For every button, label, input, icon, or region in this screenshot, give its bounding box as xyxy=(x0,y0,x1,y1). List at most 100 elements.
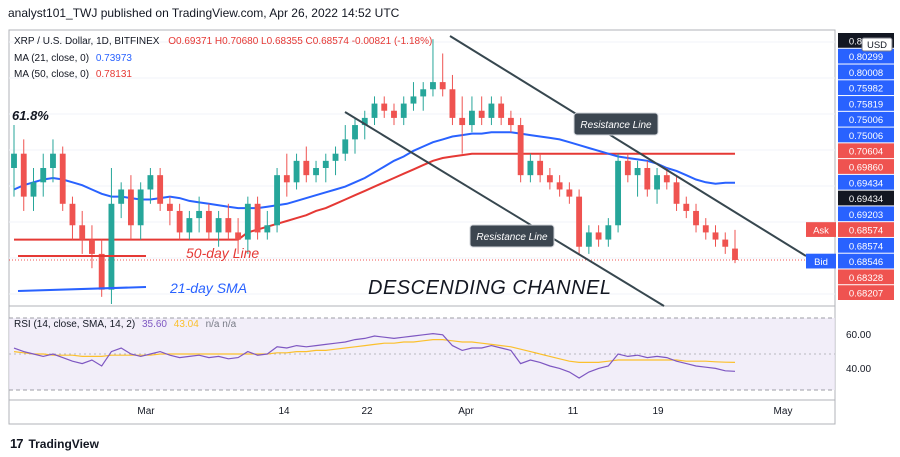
ma21-legend: MA (21, close, 0) 0.73973 xyxy=(14,53,132,64)
candle xyxy=(30,168,37,211)
candle-body xyxy=(225,218,232,233)
candle xyxy=(166,196,173,226)
rsi-legend-label: RSI (14, close, SMA, 14, 2) xyxy=(14,319,135,330)
ma50-line-path xyxy=(14,152,735,241)
candle-body xyxy=(137,189,144,226)
currency-label: USD xyxy=(867,40,887,51)
candle xyxy=(371,96,378,126)
candle-body xyxy=(264,225,271,233)
candle xyxy=(654,168,660,204)
ma50-legend-value: 0.78131 xyxy=(96,69,133,80)
rsi-tick-label: 40.00 xyxy=(846,364,871,375)
candle xyxy=(11,125,17,197)
rsi-sma-legend-value: 43.04 xyxy=(174,319,199,330)
time-tick-label: 14 xyxy=(278,406,290,417)
candle-body xyxy=(430,82,436,90)
candlestick-series xyxy=(11,39,738,304)
trading-chart[interactable]: 61.8% Resistance Line Resistance Line 50… xyxy=(0,22,900,434)
price-tag xyxy=(838,237,894,253)
candle xyxy=(176,203,183,240)
candle-body xyxy=(615,160,622,226)
price-tag xyxy=(838,143,894,159)
candle xyxy=(157,168,164,211)
price-tick-label: 0.69434 xyxy=(849,194,883,205)
candle-body xyxy=(595,232,602,240)
candle-body xyxy=(322,160,329,168)
tradingview-logo[interactable]: 17 TradingView xyxy=(10,436,99,451)
candle-body xyxy=(732,248,738,260)
candle xyxy=(576,189,583,254)
candle xyxy=(127,175,134,240)
candle xyxy=(488,96,495,126)
candle xyxy=(313,160,319,183)
candle xyxy=(644,160,651,197)
candle xyxy=(283,153,290,197)
candle xyxy=(615,153,622,233)
candle-body xyxy=(469,110,475,126)
time-tick-label: 22 xyxy=(361,406,373,417)
candle-body xyxy=(205,210,212,233)
candle xyxy=(693,203,699,233)
candle-body xyxy=(624,160,631,176)
candle xyxy=(605,218,612,247)
candle-body xyxy=(118,189,125,204)
candle-body xyxy=(478,110,485,118)
candle xyxy=(712,225,719,247)
candle-body xyxy=(274,175,280,226)
ma21-line xyxy=(13,131,735,210)
ask-tag xyxy=(806,222,836,237)
candle xyxy=(98,239,105,297)
candle xyxy=(478,96,485,126)
ma50-legend-label: MA (50, close, 0) xyxy=(14,69,89,80)
publish-header: analyst101_TWJ published on TradingView.… xyxy=(8,6,400,20)
candle-body xyxy=(400,103,407,118)
time-tick-label: 11 xyxy=(568,406,579,417)
currency-badge xyxy=(861,37,893,52)
candle-body xyxy=(605,225,612,240)
candle-body xyxy=(313,168,319,176)
candle-body xyxy=(20,153,27,197)
candle-body xyxy=(517,125,524,176)
candle-body xyxy=(215,218,222,233)
candle-body xyxy=(166,203,173,211)
candle xyxy=(235,218,242,254)
candle-body xyxy=(381,103,388,111)
candle xyxy=(79,210,86,254)
candle xyxy=(108,168,115,304)
price-tick-label: 0.68574 xyxy=(849,226,883,237)
price-tag xyxy=(838,206,894,222)
candle xyxy=(683,196,690,219)
candle xyxy=(537,153,544,183)
candle-body xyxy=(410,96,417,104)
price-tick-label: 0.75006 xyxy=(849,131,883,142)
candle-body xyxy=(303,160,310,176)
price-tick-label: 0.80299 xyxy=(849,52,883,63)
price-tick-label: 0.68328 xyxy=(849,273,883,284)
candle-body xyxy=(702,225,709,233)
resistance-label-lower-box xyxy=(469,224,555,248)
rsi-legend: RSI (14, close, SMA, 14, 2) 35.60 43.04 … xyxy=(14,319,237,330)
candle xyxy=(186,210,193,240)
candle-body xyxy=(488,103,495,118)
candle-body xyxy=(147,175,154,190)
candle-body xyxy=(439,82,446,90)
rsi-band xyxy=(9,318,835,390)
candle xyxy=(254,196,261,240)
candle xyxy=(381,96,388,118)
candle xyxy=(732,229,738,264)
candle-body xyxy=(566,189,573,197)
rsi-line xyxy=(13,332,736,379)
candle-body xyxy=(79,225,86,240)
resistance-label-lower: Resistance Line xyxy=(476,232,548,243)
resistance-label-upper-box xyxy=(573,112,659,136)
candle xyxy=(20,139,27,211)
candle xyxy=(137,182,144,240)
candle xyxy=(527,153,534,183)
candle xyxy=(400,96,407,126)
candle-body xyxy=(283,175,290,183)
candle-body xyxy=(342,139,349,154)
price-tick-label: 0.68574 xyxy=(849,241,883,252)
candle xyxy=(410,82,417,111)
resistance-label-upper: Resistance Line xyxy=(580,120,652,131)
candle xyxy=(624,153,631,183)
